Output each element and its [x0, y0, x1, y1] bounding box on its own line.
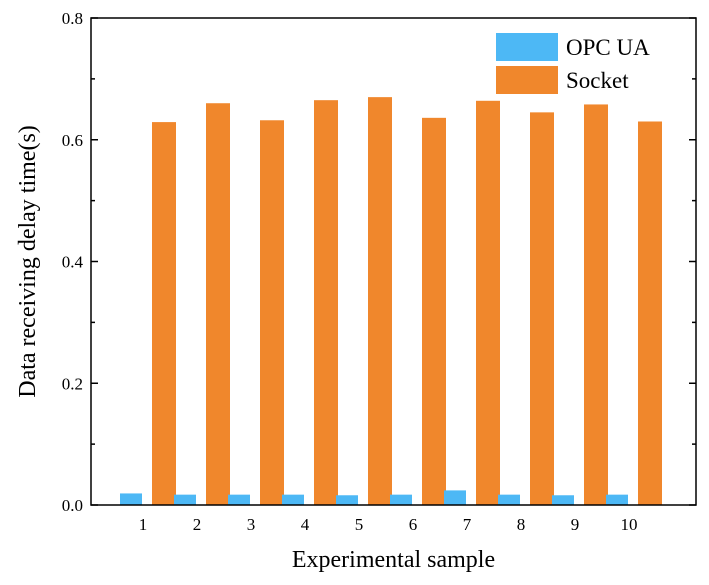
bar-opc-ua: [390, 494, 412, 505]
x-tick-label: 4: [301, 515, 310, 534]
x-axis-title: Experimental sample: [292, 547, 495, 573]
x-axis: 1 2 3 4 5 6 7 8 9 10: [139, 515, 638, 534]
y-tick-label: 0.6: [62, 131, 83, 150]
x-tick-label: 10: [621, 515, 638, 534]
legend-swatch: [496, 66, 558, 94]
bar-opc-ua: [282, 494, 304, 505]
bar-socket: [152, 122, 176, 505]
x-tick-label: 6: [409, 515, 418, 534]
bar-opc-ua: [174, 494, 196, 505]
legend: OPC UA Socket: [496, 33, 650, 94]
bar-socket: [260, 120, 284, 506]
x-tick-label: 3: [247, 515, 256, 534]
y-tick-label: 0.2: [62, 374, 83, 393]
y-tick-label: 0.0: [62, 496, 83, 515]
bar-opc-ua: [444, 490, 466, 505]
bars-layer: [120, 97, 662, 506]
y-axis-title: Data receiving delay time(s): [15, 125, 41, 398]
bar-opc-ua: [552, 495, 574, 505]
bar-opc-ua: [120, 493, 142, 505]
bar-socket: [638, 121, 662, 506]
bar-socket: [314, 100, 338, 506]
bar-socket: [476, 100, 500, 505]
legend-label: OPC UA: [566, 35, 650, 60]
x-tick-label: 7: [463, 515, 472, 534]
bar-socket: [422, 117, 446, 506]
x-tick-label: 9: [571, 515, 580, 534]
y-tick-label: 0.8: [62, 9, 83, 28]
x-tick-label: 2: [193, 515, 202, 534]
x-tick-label: 8: [517, 515, 526, 534]
bar-socket: [206, 103, 230, 505]
legend-swatch: [496, 33, 558, 61]
y-axis: 0.0 0.2 0.4 0.6 0.8: [62, 9, 696, 515]
bar-opc-ua: [336, 495, 358, 505]
bar-socket: [530, 112, 554, 505]
bar-socket: [368, 97, 392, 505]
y-tick-label: 0.4: [62, 253, 84, 272]
bar-opc-ua: [228, 494, 250, 505]
x-tick-label: 1: [139, 515, 148, 534]
bar-opc-ua: [606, 494, 628, 505]
bar-opc-ua: [498, 494, 520, 505]
x-tick-label: 5: [355, 515, 364, 534]
bar-socket: [584, 104, 608, 505]
legend-label: Socket: [566, 68, 629, 93]
